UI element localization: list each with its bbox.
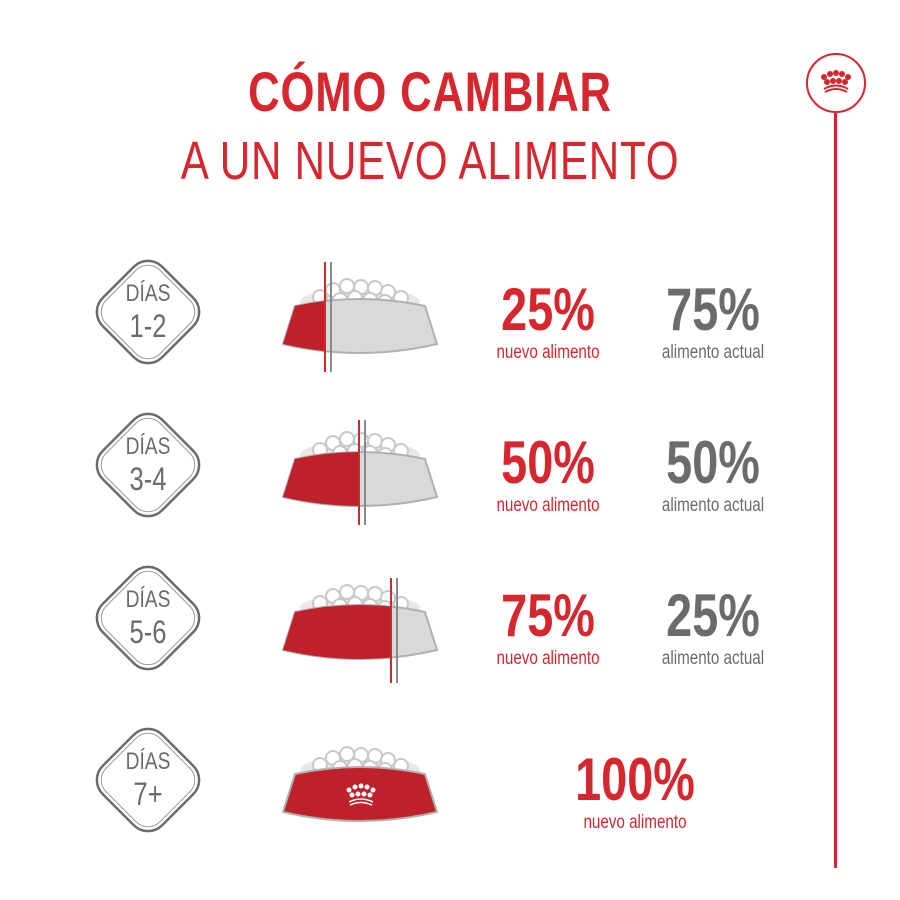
current-food-stat: 25% alimento actual (633, 584, 793, 670)
current-food-label: alimento actual (661, 342, 765, 363)
current-food-label: alimento actual (661, 648, 765, 669)
new-food-percent: 25% (501, 276, 595, 343)
days-badge: DÍAS 5-6 (78, 548, 218, 688)
current-food-label: alimento actual (661, 495, 765, 516)
food-bowl-25-icon (281, 262, 439, 372)
new-food-label: nuevo alimento (496, 342, 600, 363)
days-label: DÍAS (125, 280, 171, 307)
food-bowl-50-icon (281, 420, 439, 525)
days-range: 7+ (133, 776, 163, 812)
new-food-stat: 50% nuevo alimento (468, 431, 628, 517)
step-row-4: DÍAS 7+ 100% nuevo alimento (0, 710, 800, 860)
days-badge: DÍAS 3-4 (78, 395, 218, 535)
days-label: DÍAS (125, 433, 171, 460)
timeline-line (834, 113, 837, 868)
days-label: DÍAS (125, 748, 171, 775)
new-food-stat: 100% nuevo alimento (555, 748, 715, 834)
new-food-stat: 75% nuevo alimento (468, 584, 628, 670)
food-bowl-100-icon (281, 746, 439, 822)
new-food-label: nuevo alimento (496, 648, 600, 669)
days-badge: DÍAS 7+ (78, 710, 218, 850)
page-title-line1: CÓMO CAMBIAR (248, 60, 612, 123)
diamond-badge-icon (95, 727, 201, 833)
days-range: 5-6 (129, 614, 167, 650)
days-label: DÍAS (125, 586, 171, 613)
food-bowl-75-icon (281, 578, 439, 683)
diamond-badge-icon (95, 412, 201, 518)
new-food-label: nuevo alimento (496, 495, 600, 516)
new-food-percent: 100% (575, 746, 695, 813)
crown-icon (821, 70, 851, 93)
diamond-badge-icon (95, 565, 201, 671)
step-row-3: DÍAS 5-6 75% nuevo alimento 25% alimento… (0, 548, 800, 698)
current-food-percent: 25% (666, 582, 760, 649)
new-food-percent: 75% (501, 582, 595, 649)
days-badge: DÍAS 1-2 (78, 242, 218, 382)
brand-logo (806, 53, 866, 113)
step-row-2: DÍAS 3-4 50% nuevo alimento 50% alimento… (0, 395, 800, 545)
page-title-line2: A UN NUEVO ALIMENTO (180, 131, 680, 191)
new-food-label: nuevo alimento (583, 812, 687, 833)
days-range: 3-4 (129, 461, 167, 497)
days-range: 1-2 (129, 308, 167, 344)
step-row-1: DÍAS 1-2 25% nuevo alimento 75% alimento… (0, 242, 800, 392)
new-food-percent: 50% (501, 429, 595, 496)
current-food-percent: 50% (666, 429, 760, 496)
current-food-stat: 75% alimento actual (633, 278, 793, 364)
new-food-stat: 25% nuevo alimento (468, 278, 628, 364)
current-food-stat: 50% alimento actual (633, 431, 793, 517)
diamond-badge-icon (95, 259, 201, 365)
current-food-percent: 75% (666, 276, 760, 343)
